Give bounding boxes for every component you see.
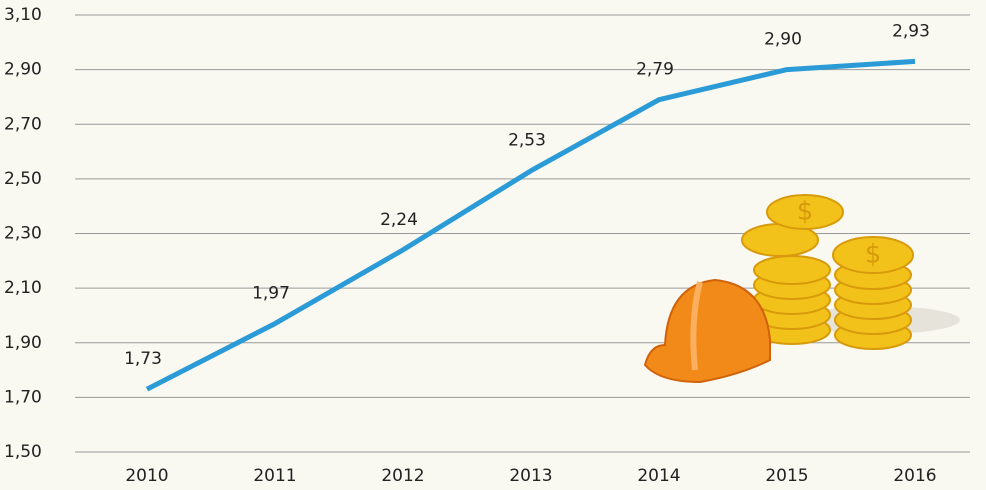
data-label: 2,93 (892, 21, 930, 41)
y-tick-label: 2,70 (4, 114, 42, 134)
data-label: 2,79 (636, 60, 674, 80)
y-tick-label: 2,50 (4, 169, 42, 189)
x-tick-label: 2011 (253, 466, 296, 486)
svg-text:$: $ (797, 197, 814, 227)
line (145, 58, 916, 392)
y-tick-label: 3,10 (4, 5, 42, 25)
data-label: 2,24 (380, 210, 418, 230)
x-tick-label: 2015 (765, 466, 808, 486)
y-tick-label: 2,30 (4, 224, 42, 244)
x-tick-label: 2016 (893, 466, 936, 486)
x-tick-label: 2010 (125, 466, 168, 486)
y-tick-label: 1,50 (4, 442, 42, 462)
y-tick-label: 1,70 (4, 387, 42, 407)
x-tick-label: 2013 (509, 466, 552, 486)
y-tick-label: 1,90 (4, 333, 42, 353)
data-label: 2,53 (508, 131, 546, 151)
illustration: $ $ (643, 194, 960, 384)
y-tick-label: 2,10 (4, 278, 42, 298)
y-tick-label: 2,90 (4, 60, 42, 80)
data-label: 2,90 (764, 30, 802, 50)
x-tick-label: 2014 (637, 466, 680, 486)
grid (75, 14, 970, 453)
data-label: 1,97 (252, 284, 290, 304)
x-tick-label: 2012 (381, 466, 424, 486)
data-label: 1,73 (124, 349, 162, 369)
svg-text:$: $ (865, 240, 882, 270)
